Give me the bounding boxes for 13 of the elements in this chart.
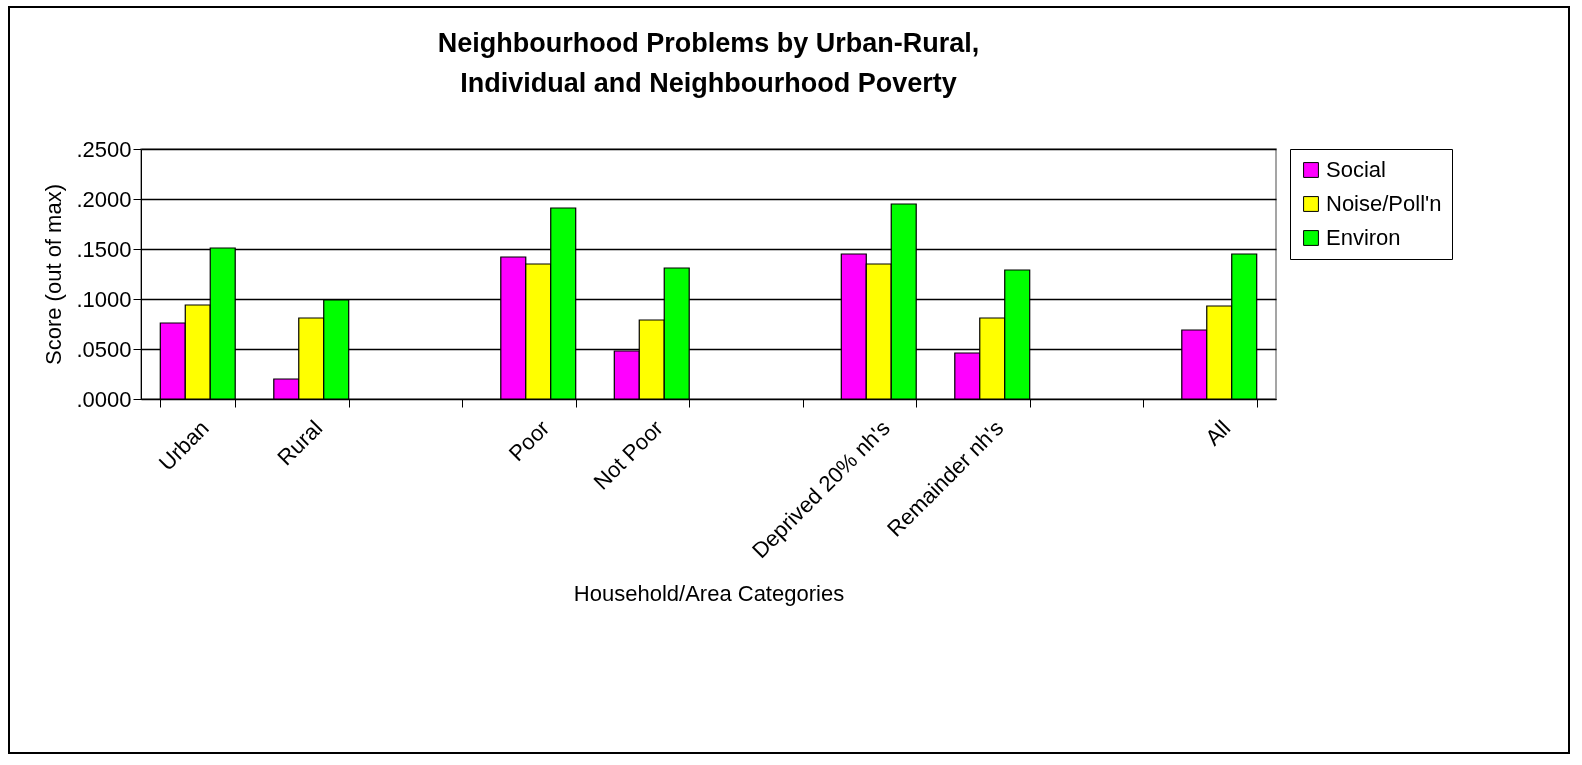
legend-label: Environ: [1326, 225, 1401, 250]
y-tick-label: .0500: [76, 336, 132, 362]
y-tick-label: .2000: [76, 186, 132, 212]
x-axis-title: Household/Area Categories: [573, 581, 845, 607]
y-tick-label: .0000: [76, 386, 132, 412]
x-tick-label: All: [1200, 415, 1236, 451]
y-tick-label: .1500: [76, 236, 132, 262]
legend-label: Noise/Poll'n: [1326, 191, 1442, 216]
y-axis-title: Score (out of max): [41, 184, 67, 365]
chart-title: Neighbourhood Problems by Urban-Rural, Individual and Neighbourhood Poverty: [437, 28, 980, 98]
legend-label: Social: [1326, 157, 1386, 182]
y-tick-label: .2500: [76, 136, 132, 162]
y-tick-label: .1000: [76, 286, 132, 312]
